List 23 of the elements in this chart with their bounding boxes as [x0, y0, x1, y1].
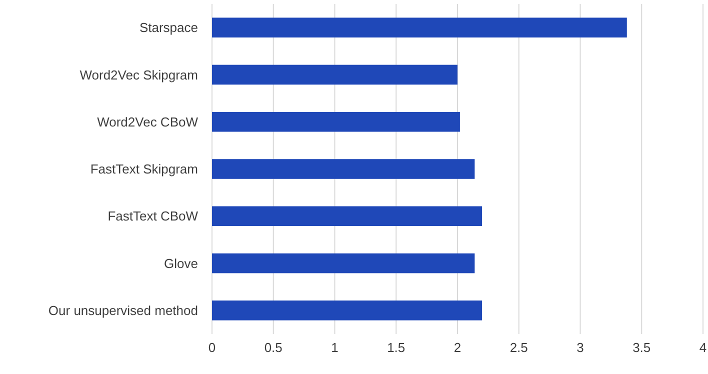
y-tick-label: Word2Vec Skipgram: [80, 67, 198, 82]
x-tick-label: 2: [454, 340, 462, 355]
bar: [212, 64, 458, 85]
bar: [212, 18, 627, 38]
x-tick-label: 0: [208, 340, 216, 355]
bar: [212, 159, 475, 179]
y-tick-label: FastText CBoW: [108, 208, 199, 224]
bar: [212, 206, 482, 226]
x-tick-label: 3: [576, 340, 584, 355]
x-tick-label: 1.5: [387, 340, 406, 355]
y-tick-label: Word2Vec CBoW: [97, 114, 199, 130]
x-tick-label: 4: [699, 340, 707, 355]
y-tick-label: Glove: [164, 256, 198, 271]
x-tick-label: 2.5: [510, 340, 528, 355]
bar: [212, 253, 475, 274]
y-tick-label: Starspace: [139, 20, 198, 36]
x-tick-label: 3.5: [632, 340, 651, 355]
x-tick-label: 0.5: [264, 340, 282, 355]
bar: [212, 300, 482, 320]
bar: [212, 112, 460, 132]
x-tick-label: 1: [331, 340, 338, 355]
y-tick-label: Our unsupervised method: [48, 302, 198, 318]
y-tick-label: FastText Skipgram: [90, 162, 198, 177]
